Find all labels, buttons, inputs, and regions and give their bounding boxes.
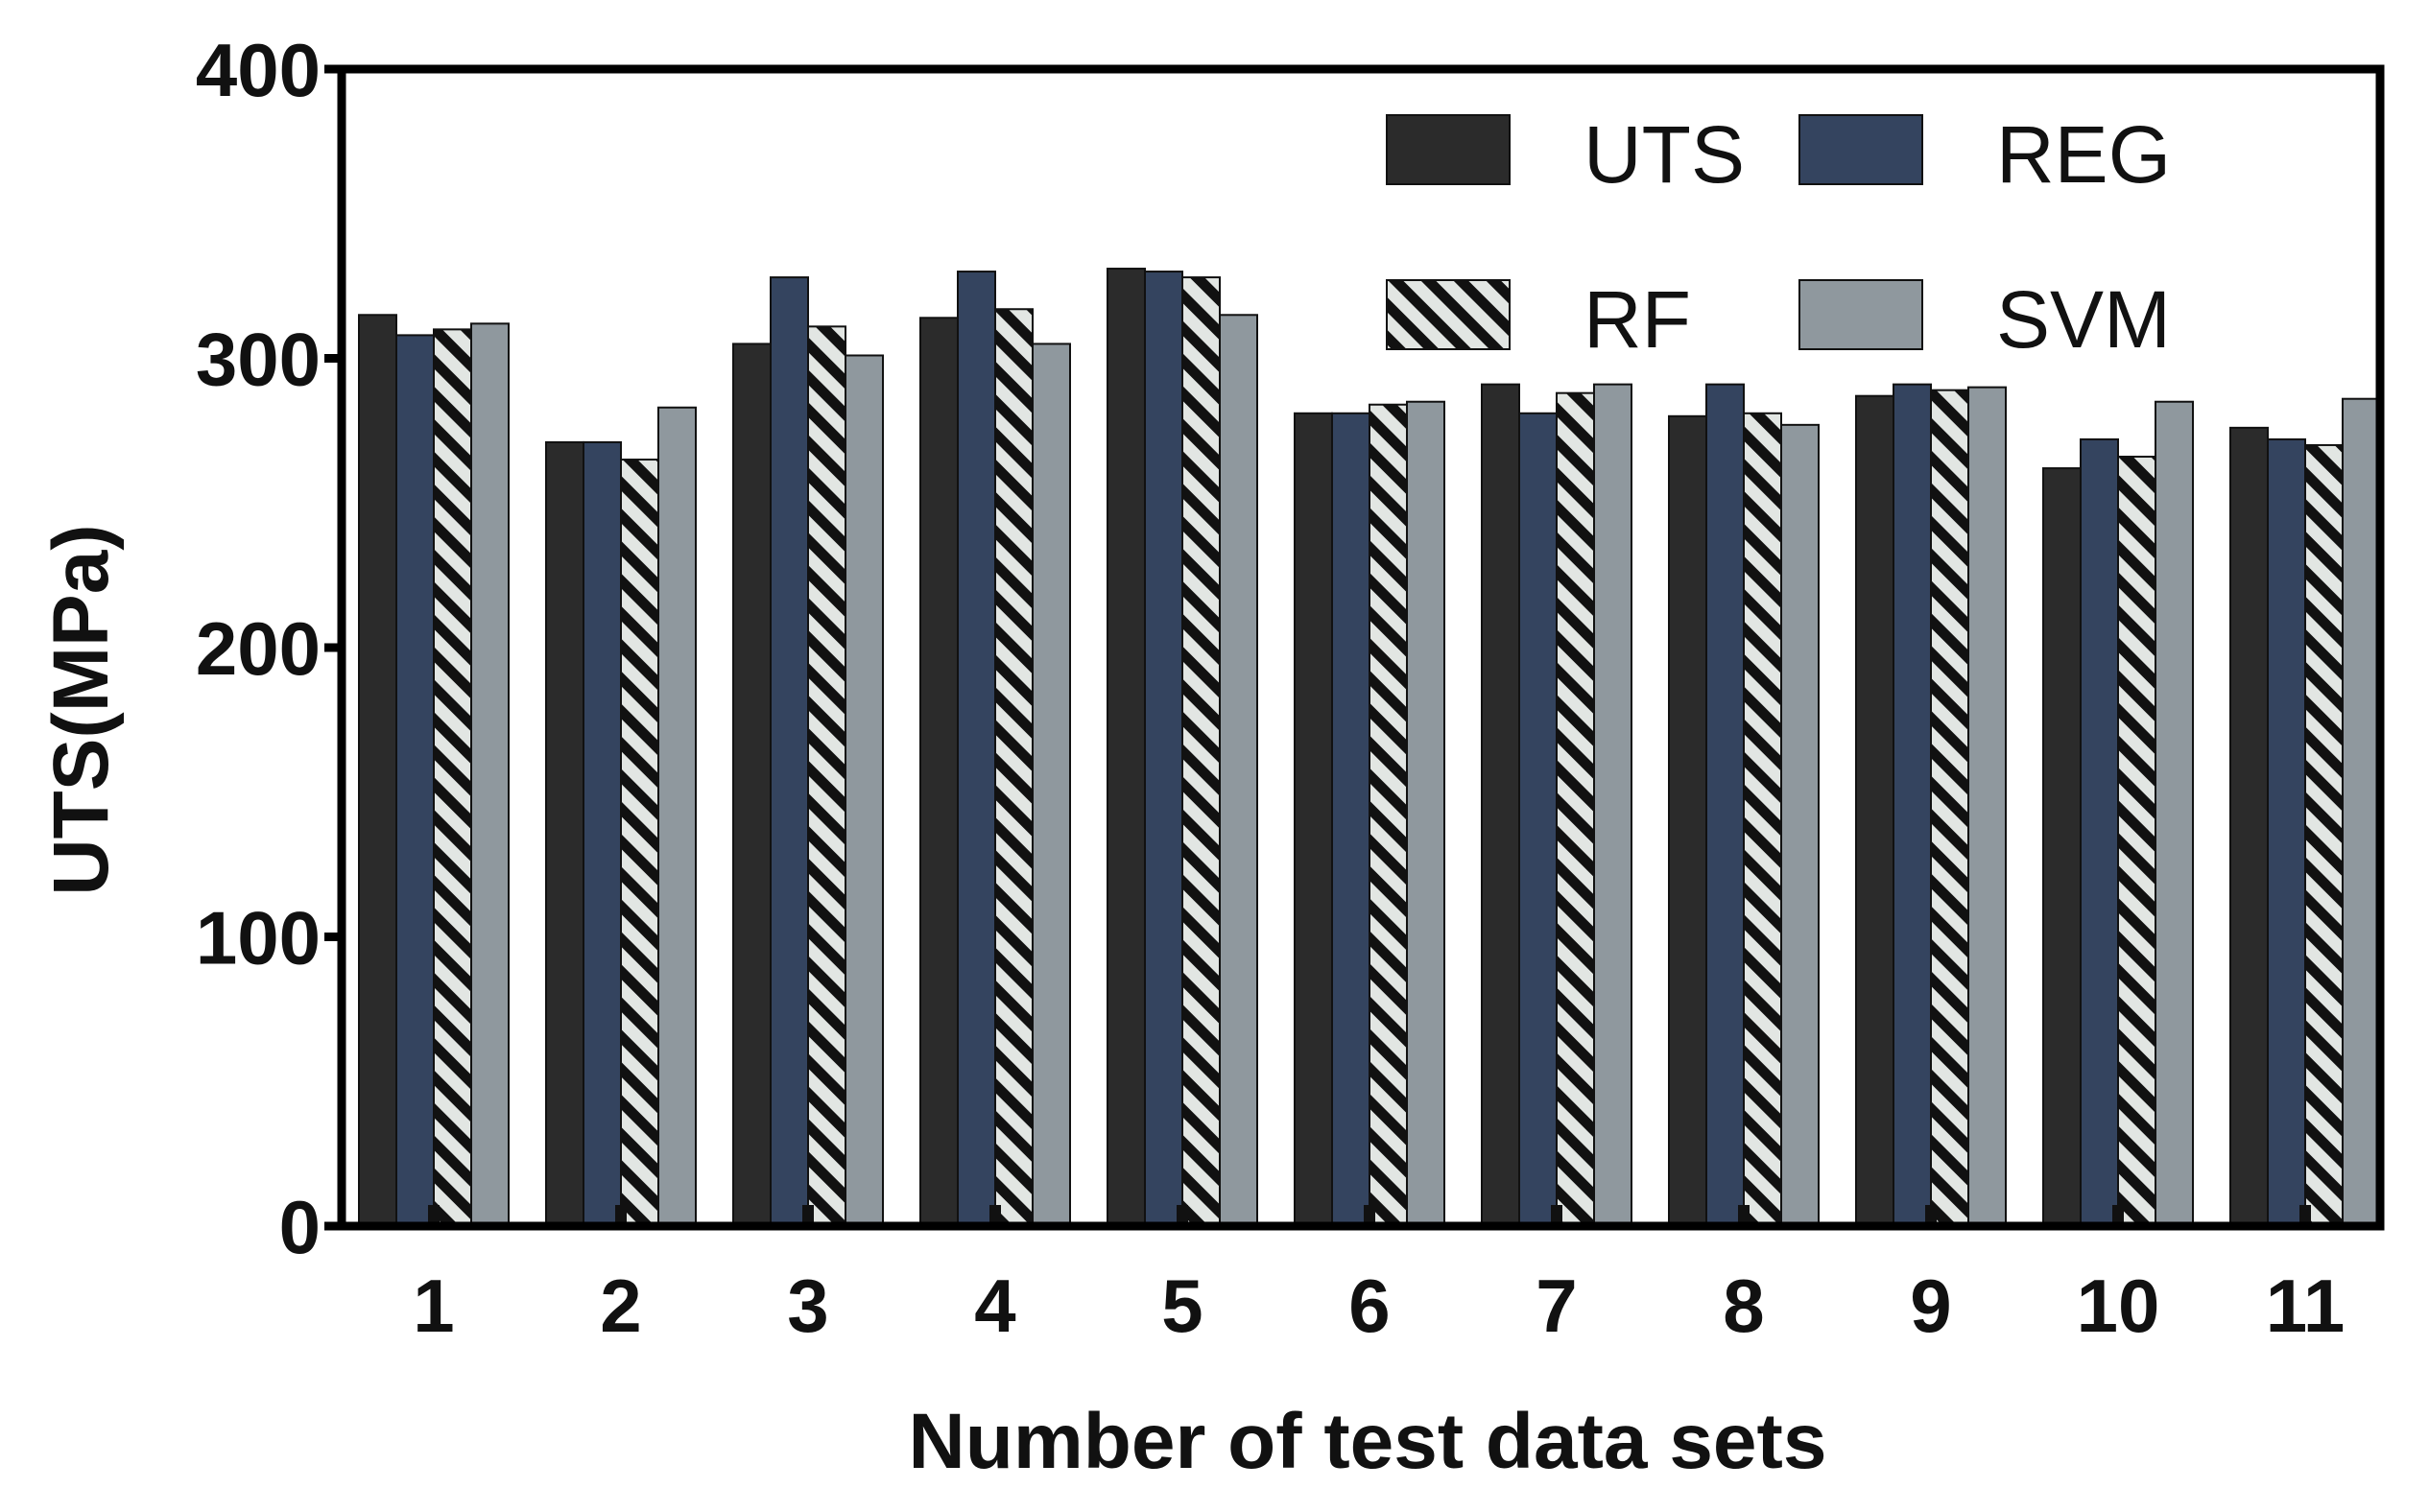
bar-svm-11: [2342, 397, 2381, 1227]
bar-svm-7: [1593, 383, 1632, 1227]
x-tick-label-11: 11: [2266, 1264, 2345, 1348]
legend-label-svm: SVM: [1996, 274, 2171, 365]
bars-layer: [358, 268, 2381, 1228]
x-tick-label-8: 8: [1723, 1264, 1764, 1348]
bar-rf-10: [2117, 456, 2156, 1227]
bar-rf-2: [620, 459, 659, 1227]
x-tick-label-2: 2: [600, 1264, 641, 1348]
legend-swatch-svm: [1798, 279, 1923, 350]
bar-reg-11: [2267, 437, 2306, 1228]
legend-swatch-reg: [1798, 114, 1923, 185]
bar-uts-2: [545, 440, 584, 1227]
bar-svm-6: [1406, 400, 1445, 1228]
bar-svm-5: [1219, 314, 1258, 1227]
x-tick-mark-2: [615, 1205, 627, 1226]
x-tick-label-6: 6: [1348, 1264, 1390, 1348]
y-tick-label-400: 400: [196, 28, 321, 112]
bar-svm-2: [657, 406, 697, 1227]
y-tick-label-300: 300: [196, 318, 321, 402]
bar-reg-4: [957, 271, 996, 1227]
y-axis-title: UTS(MPa): [37, 524, 125, 895]
legend-label-rf: RF: [1584, 274, 1691, 365]
legend-label-reg: REG: [1996, 109, 2171, 200]
x-tick-mark-3: [802, 1205, 814, 1226]
y-tick-label-200: 200: [196, 606, 321, 691]
x-tick-mark-7: [1551, 1205, 1562, 1226]
x-tick-mark-5: [1177, 1205, 1188, 1226]
bar-svm-1: [470, 322, 510, 1227]
x-tick-mark-1: [428, 1205, 440, 1226]
legend-label-uts: UTS: [1584, 109, 1745, 200]
bar-reg-2: [583, 440, 622, 1227]
x-tick-label-4: 4: [974, 1264, 1015, 1348]
bar-uts-6: [1294, 412, 1333, 1228]
bar-uts-7: [1481, 383, 1520, 1227]
bar-reg-9: [1893, 383, 1932, 1227]
bar-svm-4: [1032, 343, 1071, 1227]
y-tick-label-0: 0: [279, 1185, 321, 1269]
bar-uts-8: [1668, 414, 1707, 1227]
bar-rf-1: [433, 328, 472, 1228]
bar-uts-9: [1855, 394, 1894, 1227]
x-tick-label-1: 1: [413, 1264, 454, 1348]
bar-reg-1: [395, 334, 435, 1227]
legend-swatch-uts: [1386, 114, 1511, 185]
x-tick-label-10: 10: [2077, 1264, 2160, 1348]
bar-svm-3: [845, 354, 884, 1227]
bar-uts-4: [919, 317, 959, 1228]
legend-swatch-rf: [1386, 279, 1511, 350]
x-tick-mark-8: [1738, 1205, 1750, 1226]
x-tick-mark-10: [2112, 1205, 2124, 1226]
x-tick-mark-6: [1364, 1205, 1375, 1226]
x-tick-mark-11: [2299, 1205, 2311, 1226]
bar-uts-10: [2042, 467, 2082, 1227]
labels-layer: Number of test data sets UTS(MPa) 1 2 3 4 5 6…: [37, 28, 2345, 1485]
bar-reg-7: [1518, 412, 1558, 1228]
bar-reg-10: [2080, 437, 2119, 1228]
legend: UTS REG RF SVM: [1386, 109, 2171, 365]
bar-uts-5: [1107, 268, 1146, 1228]
bar-reg-3: [770, 276, 809, 1227]
y-tick-label-100: 100: [196, 896, 321, 980]
x-tick-label-3: 3: [787, 1264, 828, 1348]
bar-rf-6: [1369, 403, 1408, 1227]
x-tick-label-9: 9: [1910, 1264, 1951, 1348]
bar-uts-11: [2229, 426, 2269, 1227]
bar-rf-7: [1556, 391, 1595, 1227]
x-tick-label-5: 5: [1161, 1264, 1203, 1348]
bar-reg-6: [1331, 412, 1370, 1228]
bar-rf-9: [1930, 389, 1969, 1228]
x-tick-label-7: 7: [1536, 1264, 1577, 1348]
bar-rf-3: [807, 325, 846, 1227]
axes-layer: [324, 64, 2385, 1231]
bar-reg-8: [1705, 383, 1745, 1227]
bar-rf-11: [2304, 443, 2344, 1227]
bar-svm-10: [2155, 400, 2194, 1228]
x-tick-mark-4: [989, 1205, 1001, 1226]
x-tick-mark-9: [1925, 1205, 1937, 1226]
bar-svm-9: [1967, 386, 2007, 1227]
bar-uts-1: [358, 314, 397, 1227]
bar-rf-4: [994, 308, 1034, 1227]
x-axis-title: Number of test data sets: [909, 1398, 1827, 1485]
bar-uts-3: [732, 343, 772, 1227]
bar-rf-5: [1181, 276, 1221, 1227]
bar-reg-5: [1144, 271, 1183, 1227]
bar-rf-8: [1743, 412, 1782, 1228]
bar-svm-8: [1780, 423, 1820, 1228]
